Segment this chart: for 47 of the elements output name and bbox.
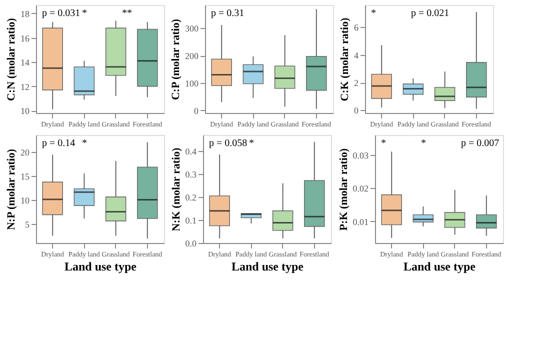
y-tick-label: 14 [20,58,30,68]
annotation: p = 0.31 [211,8,244,19]
y-tick-label: 18 [20,8,30,19]
annotation: p = 0.021 [411,8,450,19]
y-tick-label: 20 [20,147,30,158]
y-tick-label: 0.01 [352,216,368,227]
y-tick-label: 0.0 [185,238,197,248]
annotation: * [381,138,386,149]
y-axis-title: N:K (molar ratio) [170,147,182,232]
annotation: * [421,138,426,149]
y-tick-label: 16 [20,33,30,44]
annotation: * [82,8,87,19]
annotation: p = 0.14 [42,138,76,149]
y-axis-title: C:K (molar ratio) [339,17,351,102]
y-tick-label: 0.02 [352,184,368,194]
annotation: * [371,8,376,19]
y-tick-label: 5 [25,219,30,230]
y-tick-label: 300 [185,24,199,34]
y-tick-label: 12 [20,82,30,92]
annotation: * [249,138,254,149]
annotation: p = 0.031 [42,8,80,19]
annotation: p = 0.007 [461,138,500,149]
y-axis-title: C:N (molar ratio) [6,18,18,101]
y-tick-label: 0.03 [352,150,369,160]
y-tick-label: 15 [20,171,30,182]
y-tick-label: 0.4 [185,146,197,157]
annotation: p = 0.058 [209,138,248,149]
annotation: ** [122,8,132,19]
y-tick-label: 100 [185,78,199,88]
y-tick-label: 10 [20,195,30,206]
y-axis-title: P:K (molar ratio) [338,148,350,231]
y-tick-label: 0.3 [185,170,197,180]
y-tick-label: 0.2 [185,192,196,203]
y-tick-label: 6 [354,22,359,33]
y-tick-label: 0.1 [185,216,196,226]
y-tick-label: 4 [354,50,359,60]
y-tick-label: 0 [194,106,199,116]
y-axis-title: C:P (molar ratio) [170,18,182,100]
y-tick-label: 10 [20,106,30,116]
y-tick-label: 0 [354,106,359,116]
annotation: * [82,138,87,149]
y-tick-label: 2 [354,78,358,88]
x-axis-title: Land use type [403,260,476,274]
y-axis-title: N:P (molar ratio) [6,148,18,230]
x-axis-title: Land use type [64,260,138,274]
x-axis-title: Land use type [231,260,304,274]
y-tick-label: 200 [185,51,199,62]
